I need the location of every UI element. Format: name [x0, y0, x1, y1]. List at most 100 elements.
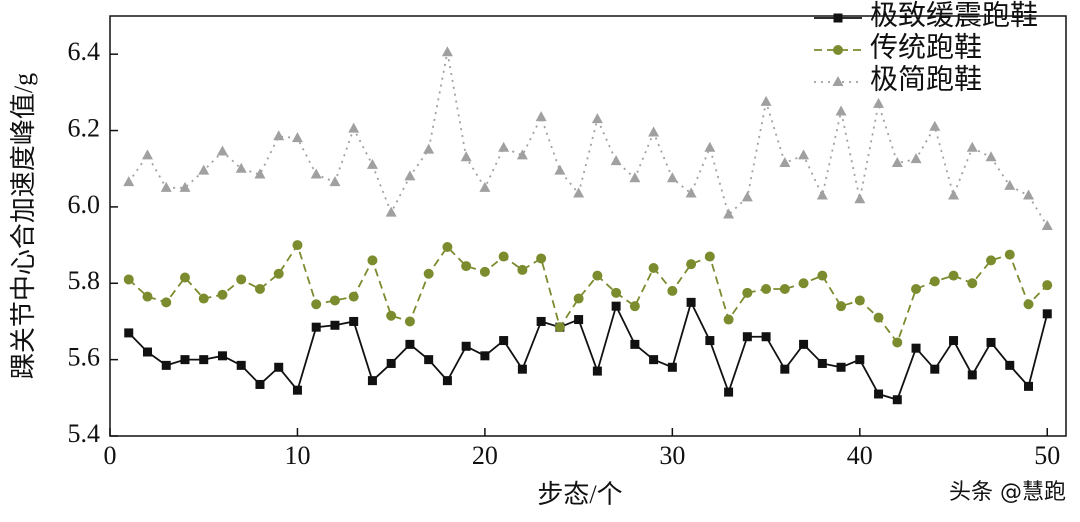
x-tick-label: 40	[847, 441, 873, 470]
y-tick-label: 5.8	[68, 266, 101, 295]
marker	[141, 149, 153, 160]
marker	[367, 255, 378, 266]
marker	[404, 170, 416, 181]
marker	[424, 355, 434, 365]
marker	[198, 164, 210, 175]
marker	[761, 284, 772, 294]
marker	[741, 191, 753, 202]
marker	[1042, 280, 1053, 291]
marker	[817, 358, 827, 368]
marker	[833, 45, 843, 55]
marker	[329, 295, 340, 306]
marker	[480, 351, 490, 361]
marker	[723, 314, 734, 325]
marker	[854, 295, 865, 306]
marker	[217, 351, 227, 361]
marker	[367, 376, 377, 386]
marker	[724, 387, 734, 397]
marker	[760, 95, 772, 106]
marker	[235, 162, 247, 173]
marker	[610, 155, 622, 166]
marker	[986, 255, 997, 266]
marker	[761, 332, 771, 342]
marker	[311, 299, 322, 310]
marker	[255, 379, 265, 389]
marker	[423, 268, 434, 279]
marker	[291, 132, 303, 143]
marker	[666, 172, 678, 183]
x-tick-label: 0	[104, 441, 117, 470]
marker	[329, 176, 341, 187]
marker	[573, 293, 584, 304]
marker	[836, 301, 847, 312]
marker	[311, 322, 321, 332]
x-tick-label: 30	[659, 441, 685, 470]
marker	[1024, 381, 1034, 391]
marker	[648, 263, 659, 273]
marker	[911, 284, 922, 294]
marker	[892, 337, 903, 348]
marker	[236, 360, 246, 370]
marker	[835, 105, 847, 116]
marker	[404, 316, 415, 327]
y-tick-label: 6.4	[68, 37, 101, 66]
marker	[742, 287, 753, 298]
marker	[517, 364, 527, 374]
marker	[273, 268, 284, 279]
marker	[929, 120, 941, 131]
marker	[667, 285, 678, 296]
x-tick-label: 10	[284, 441, 310, 470]
marker	[405, 339, 415, 349]
marker	[780, 364, 790, 374]
marker	[348, 291, 359, 302]
marker	[461, 261, 472, 272]
marker	[385, 206, 397, 217]
marker	[254, 168, 266, 179]
marker	[179, 272, 190, 283]
marker	[292, 385, 302, 395]
marker	[911, 343, 921, 353]
marker	[1023, 189, 1035, 200]
marker	[686, 297, 696, 307]
marker	[833, 13, 843, 23]
marker	[686, 259, 697, 270]
marker	[573, 187, 585, 198]
marker	[216, 145, 228, 156]
marker	[1005, 360, 1015, 370]
plot-frame	[109, 15, 1067, 437]
marker	[874, 389, 884, 399]
marker	[330, 320, 340, 330]
marker	[648, 126, 660, 137]
marker	[254, 284, 265, 294]
marker	[498, 251, 509, 262]
marker	[629, 301, 640, 312]
marker	[704, 251, 715, 262]
marker	[536, 253, 547, 264]
marker	[574, 315, 584, 325]
marker	[160, 181, 172, 192]
marker	[667, 362, 677, 372]
marker	[649, 355, 659, 365]
marker	[142, 347, 152, 357]
marker	[179, 181, 191, 192]
marker	[855, 355, 865, 365]
marker	[273, 130, 285, 141]
marker	[685, 187, 697, 198]
marker	[1004, 249, 1015, 260]
marker	[386, 310, 397, 321]
marker	[554, 164, 566, 175]
marker	[274, 362, 284, 372]
legend-label: 传统跑鞋	[870, 31, 982, 63]
marker	[180, 355, 190, 365]
marker	[123, 176, 135, 187]
y-tick-label: 6.2	[68, 114, 101, 143]
marker	[591, 113, 603, 124]
marker	[292, 240, 303, 251]
marker	[966, 141, 978, 152]
marker	[554, 322, 565, 333]
marker	[198, 293, 209, 304]
marker	[798, 149, 810, 160]
marker	[479, 266, 490, 277]
marker	[910, 153, 922, 164]
marker	[836, 362, 846, 372]
